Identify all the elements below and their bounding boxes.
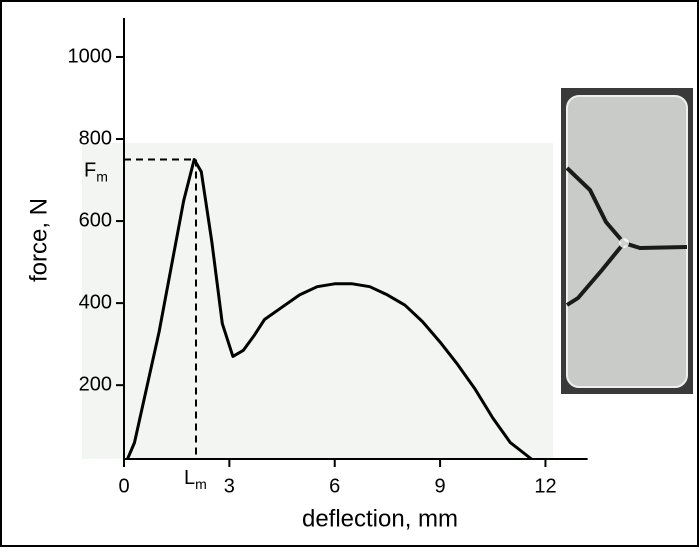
y-axis-title: force, N: [25, 198, 52, 282]
x-axis-title: deflection, mm: [302, 505, 458, 532]
y-tick-label: 400: [79, 291, 112, 313]
x-tick-label: 3: [224, 475, 235, 497]
crack: [565, 166, 688, 307]
x-tick-label: 12: [534, 475, 556, 497]
data-line: [126, 158, 533, 461]
annotation-label: Fm: [84, 160, 108, 184]
annotation-text: L: [184, 467, 195, 489]
annotation-label: Lm: [184, 467, 207, 491]
plot-background: [82, 143, 553, 459]
impact-point: [619, 238, 629, 248]
annotation-subscript: m: [96, 168, 108, 184]
y-tick-label: 800: [79, 127, 112, 149]
annotation-text: F: [84, 160, 96, 182]
y-tick-label: 600: [79, 209, 112, 231]
x-tick-label: 6: [329, 475, 340, 497]
x-tick-label: 9: [435, 475, 446, 497]
y-tick-label: 200: [79, 373, 112, 395]
y-tick-label: 1000: [68, 45, 113, 67]
annotation-subscript: m: [195, 476, 207, 492]
specimen-photo: [561, 88, 693, 394]
x-tick-label: 0: [118, 475, 129, 497]
